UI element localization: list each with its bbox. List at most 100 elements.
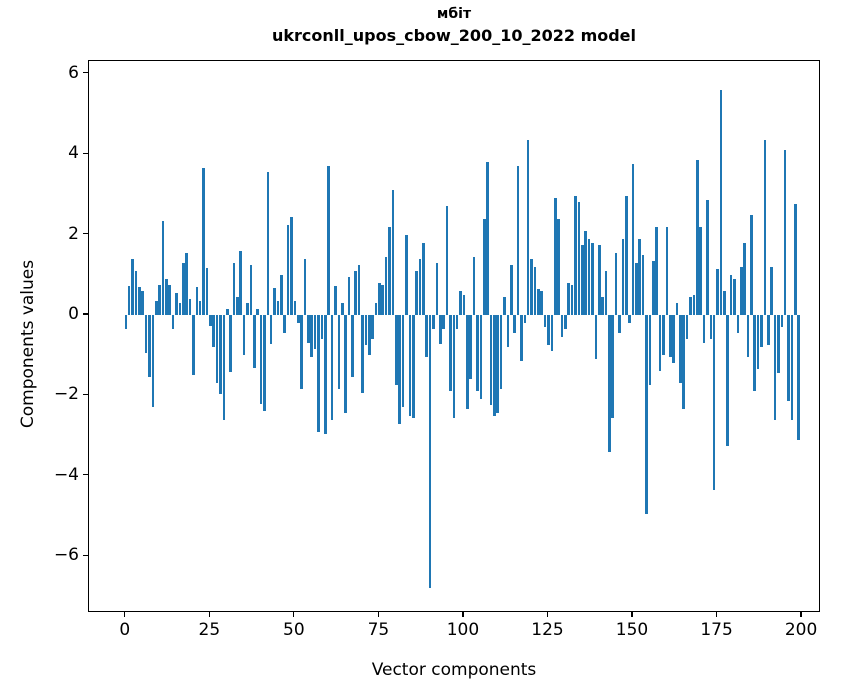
bar-component-45 [276, 300, 280, 315]
y-tick--4 [83, 474, 88, 476]
bar-component-107 [486, 162, 489, 315]
bar-component-158 [658, 315, 662, 372]
x-tick-175 [715, 612, 718, 617]
bar-component-90 [428, 315, 432, 589]
bar-component-137 [587, 238, 591, 315]
x-axis-label: Vector components [371, 660, 537, 680]
bar-component-85 [411, 315, 415, 418]
bar-component-0 [124, 315, 128, 330]
x-tick-125 [546, 612, 549, 617]
bar-component-39 [256, 308, 259, 315]
bar-component-124 [543, 315, 547, 328]
bar-component-168 [692, 294, 696, 315]
y-tick-label-6: 6 [68, 62, 79, 83]
bar-component-145 [614, 252, 618, 315]
bar-component-35 [242, 315, 246, 356]
bar-component-133 [574, 196, 577, 315]
bar-component-91 [432, 315, 435, 330]
chart-title-model: ukrconll_upos_cbow_200_10_2022 model [271, 26, 637, 45]
y-tick-4 [83, 152, 88, 154]
bar-component-73 [371, 315, 374, 340]
y-tick-label-2: 2 [68, 223, 79, 244]
bar-component-92 [435, 262, 439, 315]
bar-component-23 [202, 168, 205, 315]
bar-component-120 [530, 258, 533, 315]
bar-component-140 [597, 244, 601, 315]
bar-component-84 [408, 315, 412, 416]
bar-component-184 [746, 315, 750, 358]
bar-component-191 [770, 266, 773, 315]
bar-component-134 [577, 202, 581, 315]
bar-component-106 [482, 218, 486, 315]
bar-component-102 [469, 315, 472, 380]
bar-component-146 [618, 315, 621, 334]
bar-component-195 [783, 150, 787, 315]
bar-component-58 [320, 315, 324, 340]
bar-component-152 [638, 238, 642, 315]
bar-component-86 [415, 270, 418, 315]
y-tick-0 [83, 313, 88, 315]
x-tick-25 [208, 612, 210, 617]
bar-component-143 [608, 315, 611, 452]
bar-component-167 [689, 296, 692, 315]
bar-component-1 [127, 286, 131, 315]
x-tick-150 [631, 612, 633, 617]
bar-component-22 [198, 300, 202, 315]
bar-component-95 [445, 206, 449, 315]
bar-component-97 [452, 315, 456, 418]
bar-component-190 [766, 315, 770, 346]
bar-component-74 [374, 302, 378, 315]
y-tick-2 [83, 232, 88, 235]
bar-component-130 [564, 315, 567, 330]
bar-component-80 [395, 315, 398, 386]
bar-component-9 [154, 300, 158, 315]
bar-component-93 [438, 315, 442, 345]
plot-area [88, 60, 820, 612]
bar-component-15 [175, 292, 178, 315]
bar-component-16 [178, 302, 182, 315]
bar-component-62 [334, 286, 337, 315]
bar-component-4 [138, 286, 141, 315]
bar-component-163 [675, 302, 679, 315]
bar-component-192 [773, 315, 777, 420]
y-tick-label-0: 0 [68, 304, 79, 324]
bar-component-27 [215, 315, 219, 383]
bar-component-164 [679, 315, 682, 384]
bar-component-96 [449, 315, 452, 392]
x-tick-50 [293, 612, 295, 617]
bar-component-139 [594, 315, 598, 360]
bar-component-173 [709, 315, 713, 340]
bar-component-6 [144, 315, 148, 354]
bar-component-123 [540, 290, 543, 315]
bar-component-170 [699, 226, 702, 315]
bar-component-150 [631, 164, 635, 315]
bar-component-151 [635, 262, 638, 315]
bar-component-100 [462, 294, 466, 315]
bar-component-76 [381, 284, 385, 315]
bar-component-32 [232, 262, 236, 315]
bar-component-44 [273, 287, 276, 315]
bar-component-88 [422, 242, 425, 315]
x-tick-label-175: 175 [700, 620, 733, 640]
bar-component-169 [695, 160, 699, 315]
bar-component-172 [706, 200, 709, 315]
bar-component-37 [249, 264, 253, 315]
bar-component-186 [753, 315, 757, 392]
bar-component-79 [391, 190, 395, 315]
bar-component-33 [236, 296, 239, 315]
bar-component-3 [134, 270, 138, 315]
y-tick--2 [83, 393, 88, 396]
x-tick-label-25: 25 [198, 620, 221, 640]
bar-component-70 [361, 315, 364, 394]
bar-component-119 [526, 140, 530, 315]
x-tick-label-150: 150 [615, 620, 649, 640]
bar-component-99 [459, 290, 462, 315]
bar-component-25 [209, 315, 212, 326]
bar-component-29 [222, 315, 226, 420]
bar-component-89 [425, 315, 429, 358]
bar-component-71 [364, 315, 368, 346]
bar-component-147 [621, 238, 625, 315]
bar-component-193 [777, 315, 780, 374]
bar-component-118 [523, 315, 527, 324]
